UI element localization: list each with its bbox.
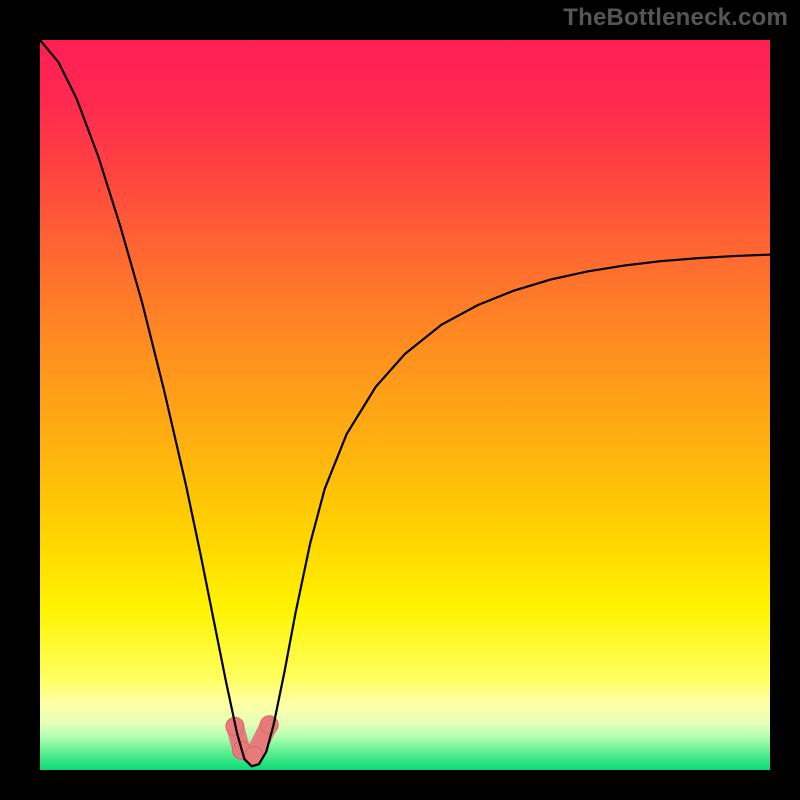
watermark-text: TheBottleneck.com	[563, 4, 788, 32]
bottleneck-curve-chart	[0, 0, 800, 800]
chart-container: TheBottleneck.com	[0, 0, 800, 800]
plot-background	[40, 40, 770, 770]
